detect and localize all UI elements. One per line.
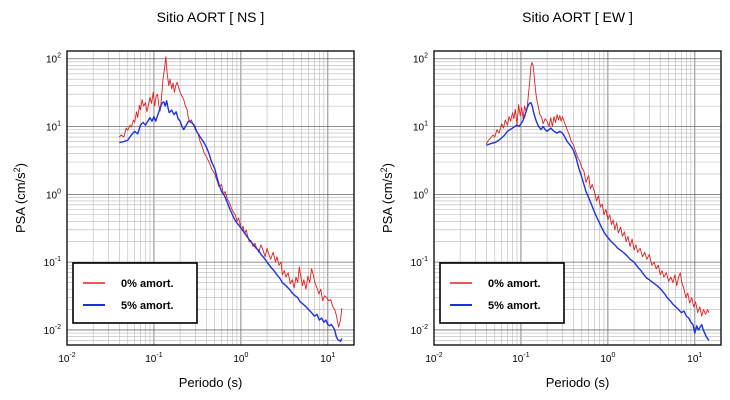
y-tick-label: 102 xyxy=(46,53,61,66)
chart-panel-2: Sitio AORT [ EW ] 10-2 10-1 100 101 10-2 10-1 1… xyxy=(379,9,722,390)
legend-box xyxy=(439,262,565,324)
legend: 0% amort. 5% amort. xyxy=(72,262,198,324)
x-tick-label: 10-1 xyxy=(145,352,162,365)
y-tick-label: 10-2 xyxy=(44,324,61,337)
y-tick-label: 102 xyxy=(413,53,428,66)
y-tick-label: 100 xyxy=(413,188,428,201)
x-axis-label: Periodo (s) xyxy=(179,375,243,390)
y-tick-label: 100 xyxy=(46,188,61,201)
legend-label: 5% amort. xyxy=(488,300,541,312)
x-tick-label: 10-2 xyxy=(425,352,442,365)
legend-box xyxy=(72,262,198,324)
x-tick-label: 100 xyxy=(233,352,248,365)
legend: 0% amort. 5% amort. xyxy=(439,262,565,324)
chart-panel-1: Sitio AORT [ NS ] 10-2 10-1 100 101 10-2 10-1 1… xyxy=(12,9,355,390)
x-tick-label: 101 xyxy=(320,352,335,365)
plot-frame xyxy=(433,50,722,346)
grid xyxy=(434,51,721,345)
series-line-undamped xyxy=(119,56,343,328)
chart-title: Sitio AORT [ NS ] xyxy=(157,9,265,25)
x-tick-label: 10-2 xyxy=(58,352,75,365)
x-tick-label: 10-1 xyxy=(512,352,529,365)
plot-frame xyxy=(66,50,355,346)
x-axis-label: Periodo (s) xyxy=(546,375,610,390)
legend-label: 5% amort. xyxy=(121,300,174,312)
y-axis-label: PSA (cm/s2) xyxy=(379,163,395,233)
series-line-damped xyxy=(486,101,710,341)
chart-title: Sitio AORT [ EW ] xyxy=(522,9,633,25)
y-tick-label: 10-1 xyxy=(411,256,428,269)
series-line-damped xyxy=(119,100,343,343)
x-tick-label: 101 xyxy=(687,352,702,365)
legend-label: 0% amort. xyxy=(121,278,174,290)
y-tick-label: 10-1 xyxy=(44,256,61,269)
grid xyxy=(67,51,354,345)
legend-label: 0% amort. xyxy=(488,278,541,290)
y-tick-label: 101 xyxy=(46,121,61,134)
y-tick-label: 101 xyxy=(413,121,428,134)
y-tick-label: 10-2 xyxy=(411,324,428,337)
x-tick-label: 100 xyxy=(600,352,615,365)
y-axis-label: PSA (cm/s2) xyxy=(12,163,28,233)
